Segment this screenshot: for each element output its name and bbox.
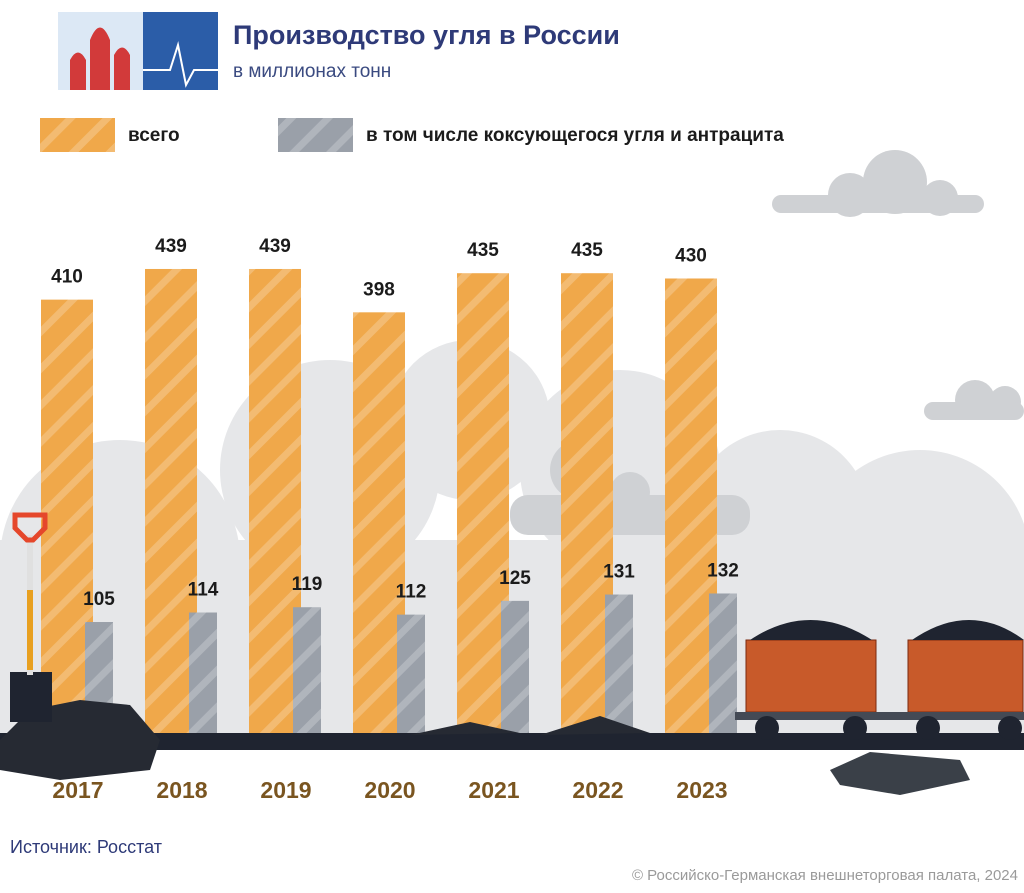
x-tick-label: 2023 [676, 777, 727, 803]
x-tick-label: 2021 [468, 777, 519, 803]
legend-swatch [40, 118, 115, 152]
data-label: 435 [467, 240, 499, 261]
data-label: 131 [603, 562, 635, 583]
bar [501, 600, 529, 733]
chart-subtitle: в миллионах тонн [233, 61, 391, 82]
data-label: 410 [51, 267, 83, 288]
data-label: 105 [83, 589, 115, 610]
legend-label: в том числе коксующегося угля и антрацит… [366, 125, 784, 146]
data-label: 125 [499, 568, 531, 589]
logo [58, 12, 218, 90]
data-label: 132 [707, 560, 739, 581]
bar [457, 273, 509, 733]
bar [293, 607, 321, 733]
bar [709, 593, 737, 733]
bar [353, 312, 405, 733]
bar [561, 273, 613, 733]
data-label: 430 [675, 246, 707, 267]
bar [397, 614, 425, 733]
x-tick-label: 2018 [156, 777, 207, 803]
copyright: © Российско-Германская внешнеторговая па… [632, 867, 1018, 884]
x-tick-label: 2019 [260, 777, 311, 803]
data-label: 435 [571, 240, 603, 261]
legend-swatch [278, 118, 353, 152]
chart-title: Производство угля в России [233, 20, 620, 50]
x-tick-label: 2017 [52, 777, 103, 803]
bar [249, 268, 301, 733]
bar [41, 299, 93, 733]
data-label: 439 [259, 236, 291, 257]
data-label: 439 [155, 236, 187, 257]
data-label: 119 [292, 574, 323, 595]
source-note: Источник: Росстат [10, 837, 162, 857]
data-label: 112 [396, 582, 427, 603]
bar [145, 268, 197, 733]
x-tick-label: 2020 [364, 777, 415, 803]
data-label: 398 [363, 279, 395, 300]
bar [189, 612, 217, 733]
bar [665, 278, 717, 733]
legend-label: всего [128, 125, 180, 146]
data-label: 114 [188, 580, 219, 601]
x-tick-label: 2022 [572, 777, 623, 803]
ground [0, 512, 1024, 795]
bar [605, 594, 633, 733]
